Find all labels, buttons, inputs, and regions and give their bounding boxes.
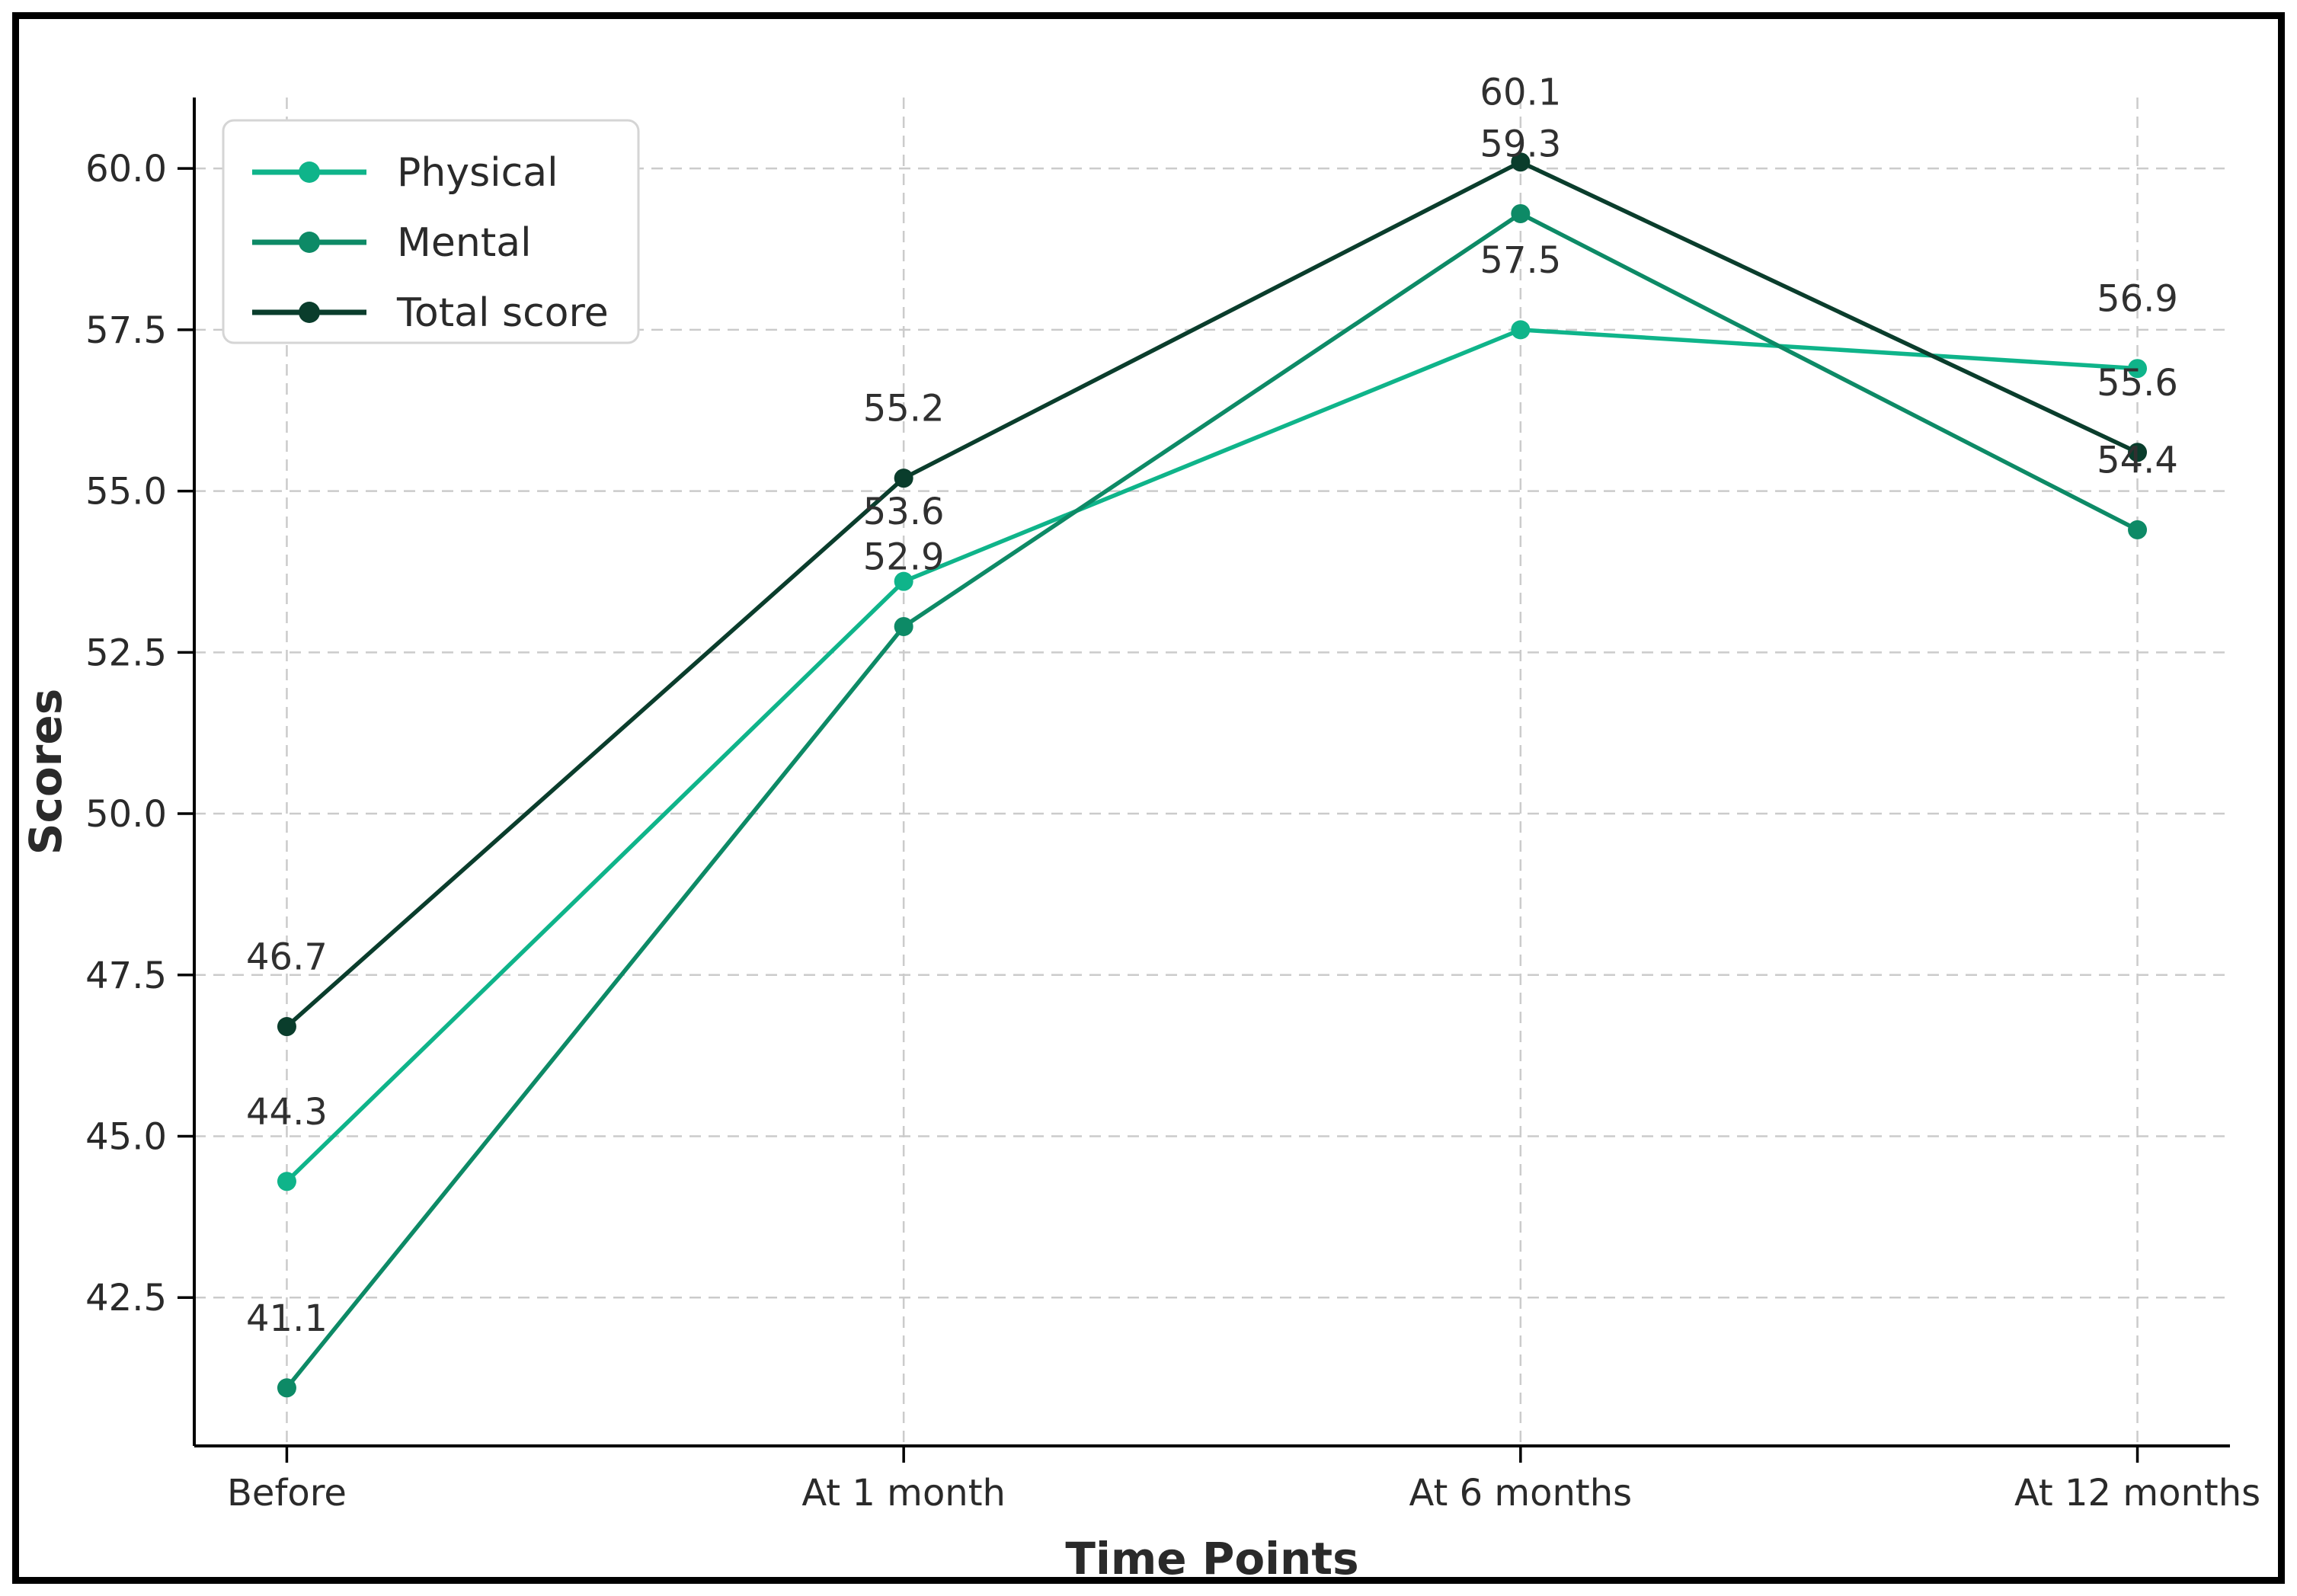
y-tick-label: 57.5 (85, 309, 167, 352)
point-label: 59.3 (1480, 123, 1561, 165)
x-tick-label: At 1 month (801, 1472, 1006, 1514)
y-tick-label: 55.0 (85, 471, 167, 513)
point-marker (2128, 359, 2148, 379)
point-label: 56.9 (2097, 278, 2178, 321)
y-axis-title: Scores (20, 689, 72, 855)
point-marker (2128, 443, 2148, 462)
y-tick-label: 52.5 (85, 632, 167, 674)
series-physical (277, 320, 2148, 1191)
point-marker (277, 1172, 296, 1191)
point-label: 55.6 (2097, 362, 2178, 405)
series-line (284, 211, 2140, 1390)
point-label: 53.6 (863, 491, 945, 533)
legend-marker (299, 162, 320, 183)
series-line (284, 159, 2140, 1029)
point-label: 41.1 (246, 1297, 328, 1340)
point-marker (894, 469, 913, 488)
legend-label: Physical (397, 150, 558, 196)
point-label: 54.4 (2097, 439, 2178, 481)
series-line (284, 328, 2140, 1184)
legend-marker (299, 232, 320, 253)
series-mental (277, 203, 2148, 1398)
point-marker (277, 1017, 296, 1037)
point-marker (1511, 203, 1531, 223)
y-tick-label: 50.0 (85, 793, 167, 836)
point-labels: 44.3 53.6 57.5 56.9 41.1 52.9 59.3 54.4 46.7 55.2… (246, 72, 2178, 1340)
y-tick-label: 42.5 (85, 1277, 167, 1319)
y-axis: 42.5 45.0 47.5 50.0 52.5 55.0 57.5 60.0 (85, 148, 194, 1319)
point-marker (277, 1378, 296, 1398)
point-marker (2128, 520, 2148, 539)
legend-marker (299, 302, 320, 323)
point-label: 46.7 (246, 936, 328, 979)
point-label: 60.1 (1480, 72, 1561, 114)
point-marker (1511, 152, 1531, 172)
point-marker (1511, 320, 1531, 340)
point-marker (894, 571, 913, 591)
y-tick-label: 60.0 (85, 148, 167, 190)
x-tick-label: Before (227, 1472, 347, 1514)
x-tick-label: At 12 months (2014, 1472, 2260, 1514)
y-tick-label: 45.0 (85, 1115, 167, 1158)
point-label: 55.2 (863, 388, 945, 430)
gridlines (194, 98, 2230, 1446)
x-axis-title: Time Points (1065, 1533, 1358, 1585)
legend-label: Total score (396, 290, 609, 336)
point-label: 52.9 (863, 536, 945, 578)
point-label: 57.5 (1480, 239, 1561, 282)
legend-box (222, 119, 640, 344)
x-tick-label: At 6 months (1409, 1472, 1633, 1514)
point-label: 44.3 (246, 1091, 328, 1134)
x-axis: Before At 1 month At 6 months At 12 months (227, 1446, 2260, 1514)
y-tick-label: 47.5 (85, 955, 167, 997)
legend-label: Mental (397, 220, 532, 266)
series-total-score (277, 152, 2148, 1037)
legend: Physical Mental Total score (222, 119, 640, 344)
point-marker (894, 616, 913, 636)
